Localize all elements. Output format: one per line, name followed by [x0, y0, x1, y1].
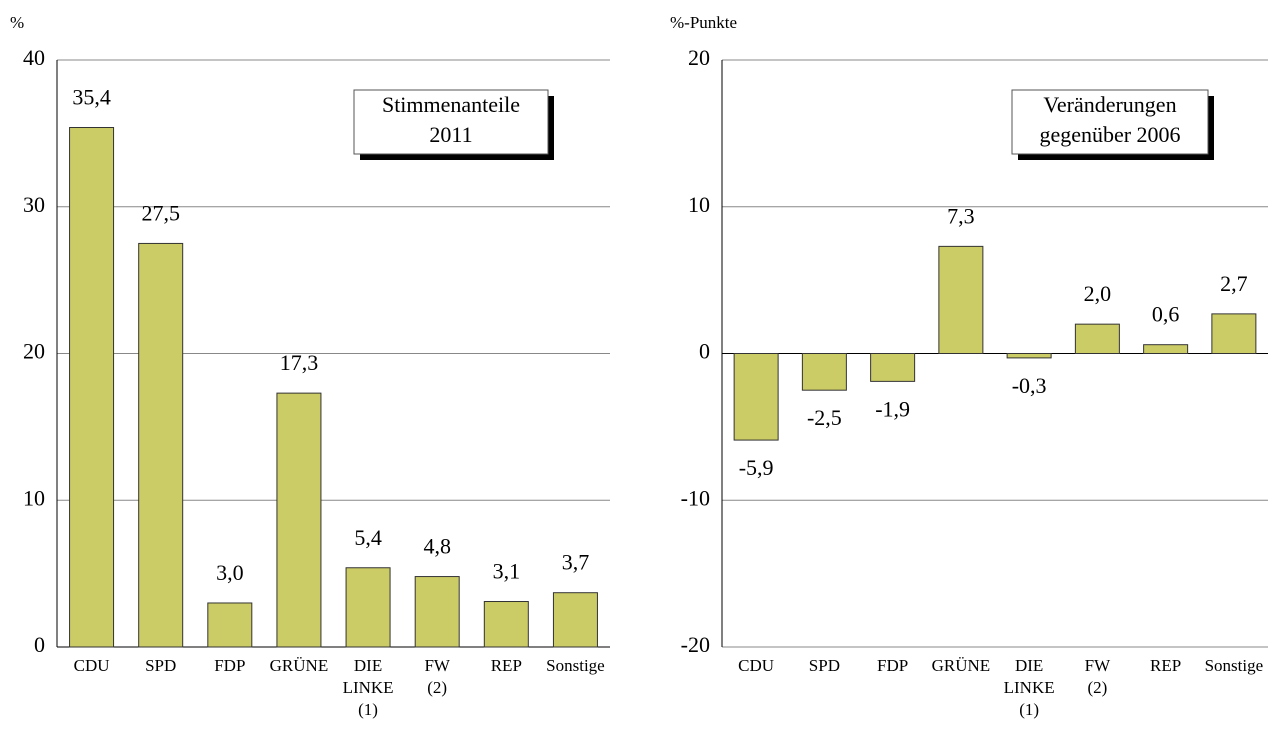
- y-tick-label: 10: [688, 192, 710, 217]
- chart-title: Stimmenanteile: [382, 92, 520, 117]
- x-tick-label: FW: [1085, 656, 1111, 675]
- bar: [1006, 353, 1052, 359]
- x-tick-label: CDU: [738, 656, 774, 675]
- y-tick-label: 20: [688, 45, 710, 70]
- value-label: -0,3: [1012, 373, 1047, 398]
- bar: [276, 392, 322, 648]
- x-tick-label: REP: [1150, 656, 1181, 675]
- bar: [1211, 313, 1257, 355]
- bar: [801, 353, 847, 391]
- bar: [138, 242, 184, 648]
- bar: [1074, 323, 1120, 354]
- x-tick-label: GRÜNE: [270, 656, 329, 675]
- y-tick-label: -10: [681, 485, 710, 510]
- y-tick-label: 40: [23, 45, 45, 70]
- bar: [938, 245, 984, 354]
- value-label: 17,3: [280, 350, 319, 375]
- chart-title: 2011: [429, 122, 472, 147]
- bar: [733, 353, 779, 441]
- value-label: 27,5: [141, 200, 180, 225]
- bar: [207, 602, 253, 648]
- value-label: 35,4: [72, 85, 111, 110]
- y-tick-label: 0: [699, 339, 710, 364]
- y-tick-label: 0: [34, 632, 45, 657]
- value-label: -5,9: [739, 455, 774, 480]
- chart-title: gegenüber 2006: [1039, 122, 1180, 147]
- value-label: 5,4: [354, 525, 382, 550]
- value-label: 3,7: [562, 550, 590, 575]
- x-tick-label: REP: [491, 656, 522, 675]
- value-label: 2,7: [1220, 271, 1248, 296]
- bar: [870, 353, 916, 382]
- bar: [552, 592, 598, 648]
- y-tick-label: -20: [681, 632, 710, 657]
- bar: [483, 601, 529, 648]
- x-tick-label: FW: [424, 656, 450, 675]
- y-axis-unit: %-Punkte: [670, 13, 737, 32]
- title-box: [353, 89, 549, 155]
- value-label: 3,1: [493, 559, 521, 584]
- value-label: 0,6: [1152, 302, 1180, 327]
- value-label: -1,9: [875, 396, 910, 421]
- value-label: 2,0: [1084, 281, 1112, 306]
- x-tick-label: DIE: [354, 656, 382, 675]
- bar: [345, 567, 391, 648]
- x-tick-label: Sonstige: [546, 656, 605, 675]
- x-tick-label: Sonstige: [1205, 656, 1264, 675]
- x-tick-label: GRÜNE: [932, 656, 991, 675]
- x-tick-label: CDU: [74, 656, 110, 675]
- y-tick-label: 10: [23, 485, 45, 510]
- x-tick-label: (2): [1087, 678, 1107, 697]
- x-tick-label: SPD: [809, 656, 840, 675]
- x-tick-label: DIE: [1015, 656, 1043, 675]
- x-tick-label: SPD: [145, 656, 176, 675]
- value-label: -2,5: [807, 405, 842, 430]
- value-label: 7,3: [947, 203, 975, 228]
- x-tick-label: (1): [358, 700, 378, 719]
- bar: [1143, 344, 1189, 355]
- x-tick-label: (1): [1019, 700, 1039, 719]
- value-label: 4,8: [423, 534, 451, 559]
- y-tick-label: 30: [23, 192, 45, 217]
- x-tick-label: FDP: [877, 656, 908, 675]
- chart-title: Veränderungen: [1043, 92, 1176, 117]
- x-tick-label: (2): [427, 678, 447, 697]
- x-tick-label: LINKE: [343, 678, 394, 697]
- x-tick-label: FDP: [214, 656, 245, 675]
- y-axis-unit: %: [10, 13, 24, 32]
- title-box: [1011, 89, 1209, 155]
- value-label: 3,0: [216, 560, 244, 585]
- y-tick-label: 20: [23, 339, 45, 364]
- bar: [69, 127, 115, 648]
- bar: [414, 576, 460, 648]
- x-tick-label: LINKE: [1004, 678, 1055, 697]
